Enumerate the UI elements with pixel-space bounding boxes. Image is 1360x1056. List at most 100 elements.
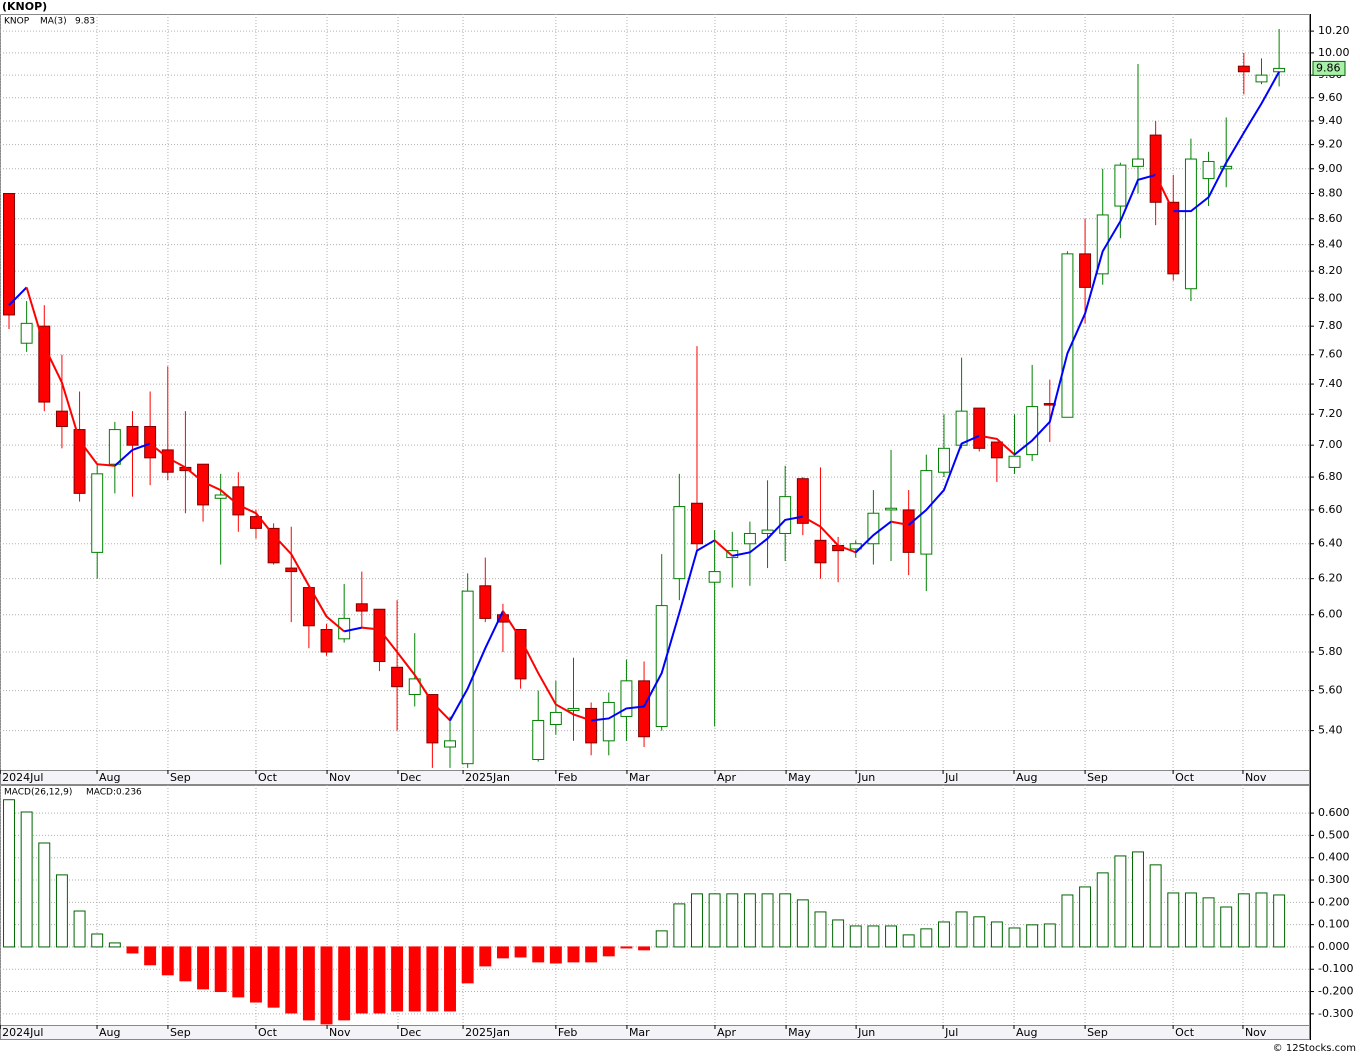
candle-body — [1255, 74, 1268, 83]
candle-body — [20, 322, 33, 344]
candle-body — [1079, 253, 1092, 288]
chart-title: MACD(26,12,9) — [4, 788, 72, 798]
ma-line — [890, 520, 909, 526]
ma-line — [908, 434, 980, 526]
macd-bar — [320, 946, 333, 1025]
candle-body — [320, 628, 333, 653]
macd-bar — [885, 925, 898, 948]
x-tick-label: May — [788, 771, 811, 784]
x-tick-label: Oct — [258, 771, 278, 784]
ma-line — [979, 434, 1016, 456]
y-tick-label: 0.100 — [1318, 918, 1350, 931]
ma-line — [149, 442, 345, 633]
macd-bar — [743, 893, 756, 948]
candle-body — [796, 478, 809, 524]
candle-body — [708, 571, 721, 583]
candle-body — [585, 707, 598, 744]
x-tick-label: Sep — [1087, 1026, 1108, 1039]
macd-bar — [1008, 927, 1021, 948]
y-tick-label: 10.20 — [1318, 24, 1350, 37]
macd-bar — [408, 946, 421, 1012]
macd-bar — [1061, 894, 1074, 948]
y-tick-label: 9.00 — [1318, 162, 1343, 175]
macd-bar — [391, 946, 404, 1012]
macd-bar — [1043, 923, 1056, 948]
macd-bar — [832, 919, 845, 948]
macd-bar — [1184, 892, 1197, 948]
macd-bar — [532, 946, 545, 963]
x-axis-band — [0, 770, 1310, 785]
macd-bar — [267, 946, 280, 1008]
ma-line — [343, 626, 363, 633]
ma-line — [449, 610, 504, 721]
macd-bar — [1255, 892, 1268, 948]
macd-bar — [691, 893, 703, 948]
macd-bar — [249, 946, 262, 1003]
macd-bar — [496, 946, 509, 959]
macd-bar — [1202, 897, 1215, 948]
candle-body — [1273, 67, 1286, 73]
y-tick-label: 9.40 — [1318, 114, 1343, 127]
x-tick-label: Jun — [857, 771, 875, 784]
ma-line — [25, 287, 115, 467]
macd-bar — [444, 946, 456, 1012]
macd-bar — [91, 933, 104, 948]
x-tick-label: Feb — [558, 771, 577, 784]
candle-body — [108, 429, 121, 465]
candle-body — [638, 680, 651, 738]
candle-body — [144, 425, 157, 459]
macd-bar — [867, 925, 880, 948]
y-tick-label: 6.60 — [1318, 503, 1343, 516]
macd-bar — [902, 934, 915, 948]
macd-bar — [937, 921, 950, 948]
x-tick-label: Nov — [329, 1026, 351, 1039]
macd-bar — [673, 903, 686, 948]
y-tick-label: 5.80 — [1318, 645, 1343, 658]
plot-frame — [0, 14, 1310, 771]
ma-line — [591, 539, 716, 722]
x-tick-label: Apr — [717, 1026, 737, 1039]
macd-bar — [514, 946, 527, 958]
candle-body — [514, 628, 527, 680]
x-tick-label: Aug — [1016, 771, 1037, 784]
candle-body — [1184, 158, 1197, 290]
x-tick-label: Dec — [400, 771, 421, 784]
macd-bar — [197, 946, 210, 990]
candle-body — [567, 707, 580, 711]
macd-bar — [708, 893, 721, 948]
y-tick-label: 6.00 — [1318, 608, 1343, 621]
macd-bar — [796, 899, 809, 948]
macd-bar — [726, 893, 739, 948]
macd-bar — [620, 946, 633, 949]
candle-body — [743, 532, 756, 545]
candle-body — [408, 678, 421, 696]
candle-body — [391, 666, 404, 688]
y-tick-label: 0.400 — [1318, 851, 1350, 864]
macd-bar — [814, 911, 827, 948]
macd-bar — [1167, 892, 1180, 948]
x-tick-label: 2025Jan — [465, 771, 510, 784]
ma-line — [855, 520, 892, 554]
candle-body — [920, 470, 933, 555]
candle-body — [338, 617, 351, 640]
symbol-label: KNOP — [4, 17, 30, 27]
x-tick-label: Oct — [1175, 1026, 1195, 1039]
candle-body — [549, 711, 562, 726]
candle-body — [3, 192, 15, 316]
y-tick-label: 7.60 — [1318, 348, 1343, 361]
candle-body — [38, 325, 51, 403]
x-tick-label: Aug — [1016, 1026, 1037, 1039]
y-tick-label: 7.20 — [1318, 407, 1343, 420]
x-tick-label: Jul — [944, 1026, 958, 1039]
macd-bar — [373, 946, 386, 1014]
macd-bar — [38, 842, 51, 948]
candle-body — [267, 527, 280, 564]
y-tick-label: 8.80 — [1318, 186, 1343, 199]
candle-body — [214, 494, 227, 499]
candle-body — [532, 719, 545, 760]
candle-body — [161, 449, 174, 473]
macd-bar — [549, 946, 562, 964]
ma-line — [713, 539, 733, 557]
y-tick-label: 9.60 — [1318, 91, 1343, 104]
